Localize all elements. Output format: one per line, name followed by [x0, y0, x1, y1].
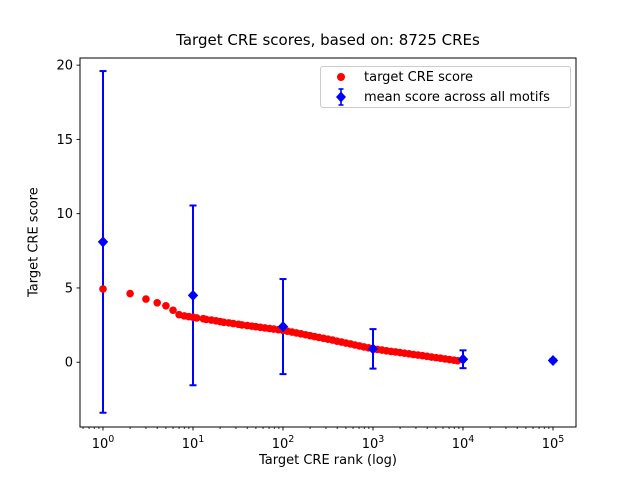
legend-item-target-score: target CRE score [321, 67, 570, 87]
data-point-target-score [153, 299, 161, 307]
circle-marker-icon [337, 73, 345, 81]
legend-label: target CRE score [364, 69, 474, 85]
y-tick-label: 0 [65, 356, 73, 371]
legend: target CRE score mean score across all m… [320, 66, 571, 108]
diamond-errorbar-marker-icon [336, 88, 346, 106]
x-tick-label: 101 [182, 434, 205, 452]
x-tick-label: 103 [362, 434, 385, 452]
data-point-mean-score [547, 354, 559, 366]
legend-item-mean-score: mean score across all motifs [321, 87, 570, 107]
data-point-target-score [169, 306, 177, 315]
data-point-mean-score [187, 289, 199, 301]
y-tick-label: 10 [56, 207, 73, 222]
data-point-mean-score [97, 236, 109, 248]
data-point-target-score [99, 285, 107, 293]
legend-label: mean score across all motifs [364, 89, 550, 105]
y-tick-label: 5 [65, 281, 73, 296]
y-tick-label: 20 [56, 59, 73, 74]
x-tick-label: 102 [272, 434, 295, 452]
data-point-target-score [162, 301, 170, 310]
x-tick-label: 104 [452, 434, 475, 452]
data-point-target-score [142, 295, 150, 303]
data-point-target-score [192, 314, 201, 322]
data-point-mean-score [367, 343, 379, 355]
legend-diamond-glyph [336, 91, 346, 103]
data-point-mean-score [457, 353, 469, 365]
x-axis-label: Target CRE rank (log) [259, 453, 397, 468]
legend-circle-glyph [337, 73, 345, 81]
data-point-target-score [126, 289, 134, 298]
data-point-mean-score [277, 321, 289, 333]
x-tick-label: 105 [542, 434, 565, 452]
y-tick-label: 15 [56, 133, 73, 148]
axes-frame [79, 57, 577, 428]
chart-title: Target CRE scores, based on: 8725 CREs [176, 31, 480, 49]
x-tick-label: 100 [92, 434, 115, 452]
